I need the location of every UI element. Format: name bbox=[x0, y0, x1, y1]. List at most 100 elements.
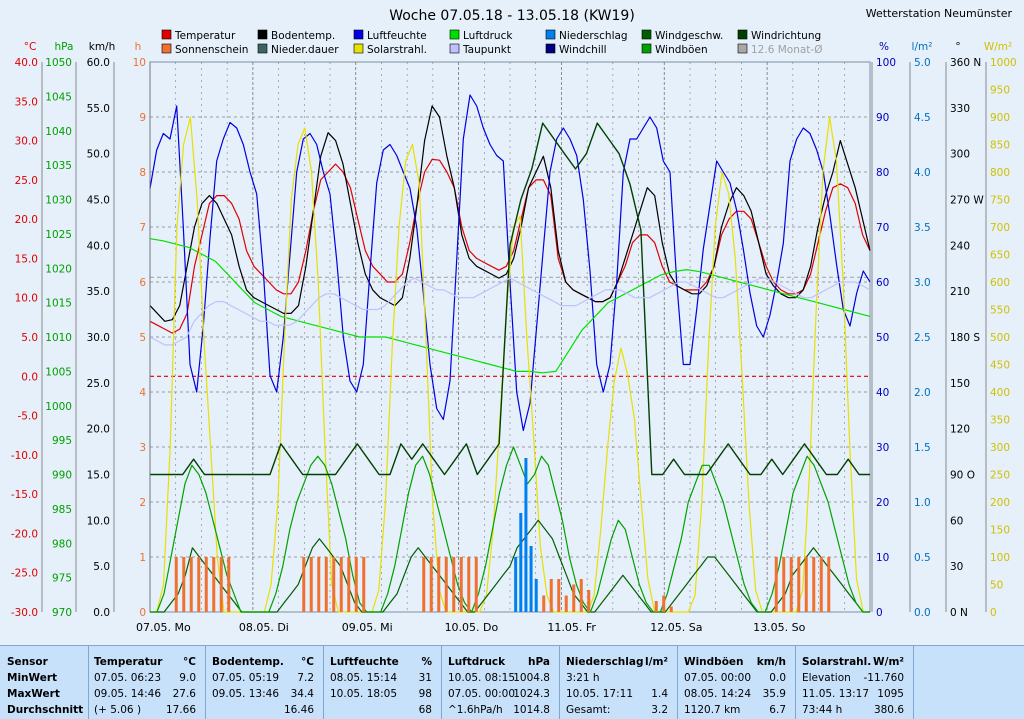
cell-value: 1014.8 bbox=[513, 704, 550, 716]
tick-label-direction: 300 bbox=[950, 149, 970, 161]
legend-label: Windchill bbox=[559, 44, 607, 56]
tick-label-pressure: 1005 bbox=[45, 366, 72, 378]
sunshine-bar bbox=[429, 557, 433, 612]
cell-value: 7.2 bbox=[297, 672, 314, 684]
sunshine-bar bbox=[804, 557, 808, 612]
tick-label-direction: 0 N bbox=[950, 607, 968, 619]
legend-swatch bbox=[449, 29, 460, 40]
tick-label-pressure: 1010 bbox=[45, 332, 72, 344]
series-line-windb-en bbox=[150, 446, 870, 613]
tick-label-rain: 1.5 bbox=[914, 442, 931, 454]
sunshine-bar bbox=[212, 557, 216, 612]
sunshine-bar bbox=[317, 557, 321, 612]
sunshine-bar bbox=[827, 557, 831, 612]
sunshine-bar bbox=[362, 557, 366, 612]
x-tick-label: 13.05. So bbox=[753, 621, 805, 634]
tick-label-wind: 25.0 bbox=[87, 378, 110, 390]
cell-value: -11.760 bbox=[863, 672, 904, 684]
tick-label-temp: 35.0 bbox=[15, 96, 38, 108]
cell-value: 0.0 bbox=[769, 672, 786, 684]
tick-label-rain: 2.0 bbox=[914, 387, 931, 399]
tick-label-humidity: 90 bbox=[876, 112, 889, 124]
rain-bar bbox=[524, 458, 528, 612]
x-tick-label: 07.05. Mo bbox=[136, 621, 191, 634]
tick-label-humidity: 40 bbox=[876, 387, 889, 399]
tick-label-humidity: 0 bbox=[876, 607, 883, 619]
sunshine-bar bbox=[422, 557, 426, 612]
cell-label: 09.05. 14:46 bbox=[94, 688, 161, 700]
table-column bbox=[796, 646, 914, 719]
column-unit: km/h bbox=[756, 656, 786, 668]
tick-label-direction: 210 bbox=[950, 286, 970, 298]
cell-value: 6.7 bbox=[769, 704, 786, 716]
tick-label-hours: 5 bbox=[139, 332, 146, 344]
sunshine-bar bbox=[219, 557, 223, 612]
series-line-taupunkt bbox=[149, 277, 871, 346]
rain-bar bbox=[519, 513, 523, 612]
legend-label: Luftdruck bbox=[463, 30, 513, 42]
tick-label-pressure: 1020 bbox=[45, 263, 72, 275]
sunshine-bar bbox=[812, 557, 816, 612]
tick-label-solar: 50 bbox=[990, 580, 1003, 592]
table-column bbox=[560, 646, 678, 719]
table-column bbox=[206, 646, 324, 719]
x-tick-label: 08.05. Di bbox=[239, 621, 289, 634]
legend-swatch bbox=[545, 43, 556, 54]
sunshine-bar bbox=[204, 557, 208, 612]
series-line-luftfeuchte bbox=[149, 94, 871, 432]
cell-label: 1120.7 km bbox=[684, 704, 741, 716]
tick-label-direction: 120 bbox=[950, 424, 970, 436]
column-unit: % bbox=[421, 656, 432, 668]
tick-label-solar: 100 bbox=[990, 552, 1010, 564]
tick-label-hours: 9 bbox=[139, 112, 146, 124]
tick-label-wind: 40.0 bbox=[87, 240, 110, 252]
tick-label-temp: -25.0 bbox=[11, 568, 38, 580]
tick-label-rain: 3.5 bbox=[914, 222, 931, 234]
sunshine-bar bbox=[774, 557, 778, 612]
cell-label: 09.05. 13:46 bbox=[212, 688, 279, 700]
sunshine-bar bbox=[782, 557, 786, 612]
tick-label-wind: 45.0 bbox=[87, 195, 110, 207]
tick-label-pressure: 970 bbox=[52, 607, 72, 619]
cell-label: 08.05. 15:14 bbox=[330, 672, 397, 684]
cell-label: 73:44 h bbox=[802, 704, 843, 716]
cell-value: 9.0 bbox=[179, 672, 196, 684]
rain-bar bbox=[534, 579, 538, 612]
tick-label-temp: -10.0 bbox=[11, 450, 38, 462]
cell-value: 3.2 bbox=[651, 704, 668, 716]
cell-value: 98 bbox=[418, 688, 432, 700]
cell-label: 10.05. 18:05 bbox=[330, 688, 397, 700]
tick-label-solar: 300 bbox=[990, 442, 1010, 454]
tick-label-hours: 3 bbox=[139, 442, 146, 454]
tick-label-direction: 270 W bbox=[950, 195, 984, 207]
tick-label-solar: 1000 bbox=[990, 57, 1017, 69]
column-unit: W/m² bbox=[873, 656, 904, 668]
tick-label-pressure: 985 bbox=[52, 504, 72, 516]
tick-label-pressure: 1025 bbox=[45, 229, 72, 241]
tick-label-solar: 600 bbox=[990, 277, 1010, 289]
axis-unit-wind: km/h bbox=[89, 41, 116, 53]
tick-label-pressure: 1045 bbox=[45, 91, 72, 103]
column-title: Solarstrahl. bbox=[802, 656, 872, 668]
cell-value: 1024.3 bbox=[513, 688, 550, 700]
row-header: Durchschnitt bbox=[7, 704, 84, 716]
tick-label-direction: 150 bbox=[950, 378, 970, 390]
tick-label-wind: 5.0 bbox=[93, 561, 110, 573]
cell-value: 34.4 bbox=[290, 688, 314, 700]
legend-swatch bbox=[257, 43, 268, 54]
sunshine-bar bbox=[459, 557, 463, 612]
tick-label-pressure: 1030 bbox=[45, 195, 72, 207]
cell-label: 07.05. 00:00 bbox=[684, 672, 751, 684]
tick-label-temp: -20.0 bbox=[11, 528, 38, 540]
axis-unit-solar: W/m² bbox=[984, 41, 1012, 53]
sunshine-bar bbox=[437, 557, 441, 612]
tick-label-pressure: 1040 bbox=[45, 126, 72, 138]
tick-label-temp: 15.0 bbox=[15, 253, 38, 265]
series-line-windrichtung bbox=[150, 122, 870, 476]
rain-bar bbox=[514, 557, 518, 612]
legend-label: Bodentemp. bbox=[271, 30, 335, 42]
tick-label-solar: 750 bbox=[990, 195, 1010, 207]
cell-label: 10.05. 17:11 bbox=[566, 688, 633, 700]
tick-label-rain: 1.0 bbox=[914, 497, 931, 509]
cell-value: 1.4 bbox=[651, 688, 668, 700]
